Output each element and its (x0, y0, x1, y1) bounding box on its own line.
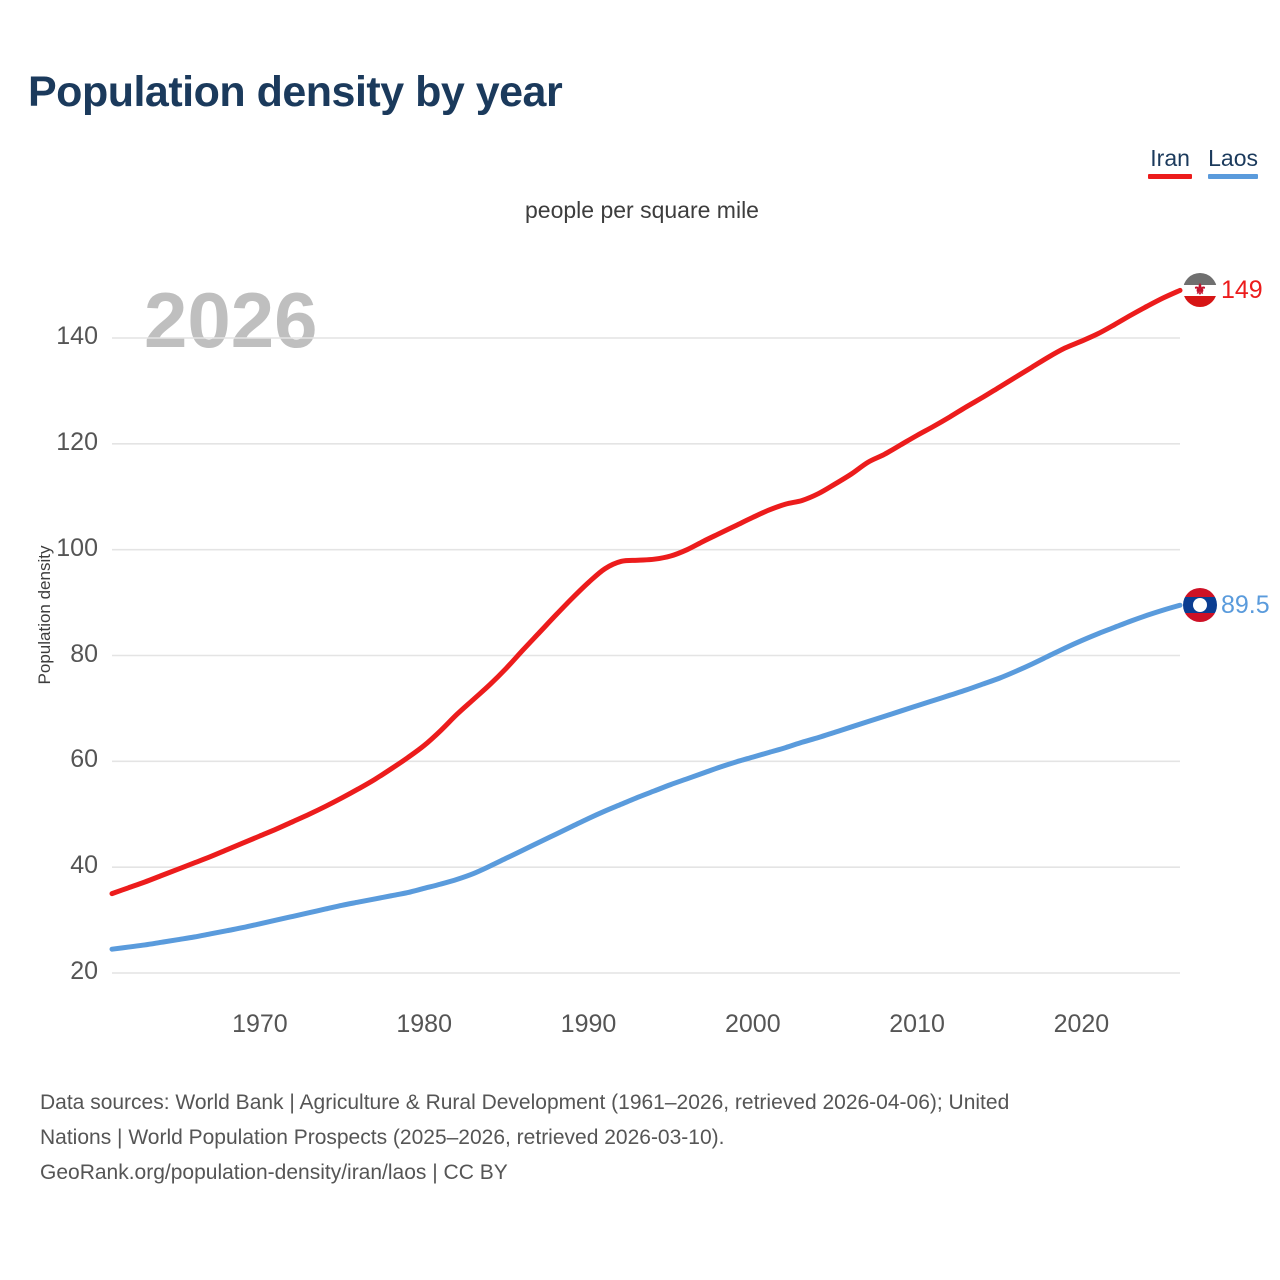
x-tick-label: 2000 (724, 1010, 781, 1038)
series-end-marker-iran: ⚜ 149 (1183, 273, 1263, 308)
x-tick-label: 2010 (889, 1010, 945, 1038)
x-tick-label: 1990 (560, 1010, 617, 1038)
y-tick-label: 80 (70, 639, 98, 668)
x-tick-label: 1980 (396, 1010, 452, 1038)
y-tick-label: 140 (56, 322, 98, 350)
chart-legend: Iran Laos (1148, 145, 1258, 179)
page-title: Population density by year (28, 68, 563, 116)
y-tick-label: 20 (70, 957, 98, 985)
legend-color-swatch-laos (1208, 174, 1258, 179)
series-end-value-laos: 89.5 (1221, 590, 1270, 619)
series-line-iran (109, 287, 1183, 897)
series-line-laos (109, 602, 1183, 952)
gridlines (112, 337, 1180, 974)
year-watermark: 2026 (144, 276, 318, 364)
iran-flag-icon: ⚜ (1183, 273, 1217, 308)
footer-line-2: Nations | World Population Prospects (20… (40, 1126, 725, 1149)
legend-label-laos: Laos (1208, 145, 1258, 171)
x-tick-label: 1970 (232, 1010, 288, 1038)
series-end-marker-laos: 89.5 (1183, 588, 1270, 623)
y-tick-label: 60 (70, 745, 98, 774)
footer-sources: Data sources: World Bank | Agriculture &… (40, 1085, 1260, 1190)
footer-line-3[interactable]: GeoRank.org/population-density/iran/laos… (40, 1161, 508, 1184)
y-tick-label: 40 (70, 851, 98, 880)
y-tick-label: 100 (56, 533, 98, 562)
series-lines (109, 287, 1183, 952)
chart-subtitle: people per square mile (525, 197, 759, 223)
legend-item-iran[interactable]: Iran (1148, 145, 1193, 179)
footer-line-1: Data sources: World Bank | Agriculture &… (40, 1091, 1010, 1114)
x-tick-label: 2020 (1053, 1010, 1110, 1038)
legend-label-iran: Iran (1150, 145, 1190, 171)
series-end-value-iran: 149 (1221, 275, 1263, 304)
y-tick-label: 120 (56, 427, 98, 456)
legend-item-laos[interactable]: Laos (1208, 145, 1258, 179)
legend-color-swatch-iran (1148, 174, 1193, 179)
laos-flag-icon (1183, 588, 1217, 623)
